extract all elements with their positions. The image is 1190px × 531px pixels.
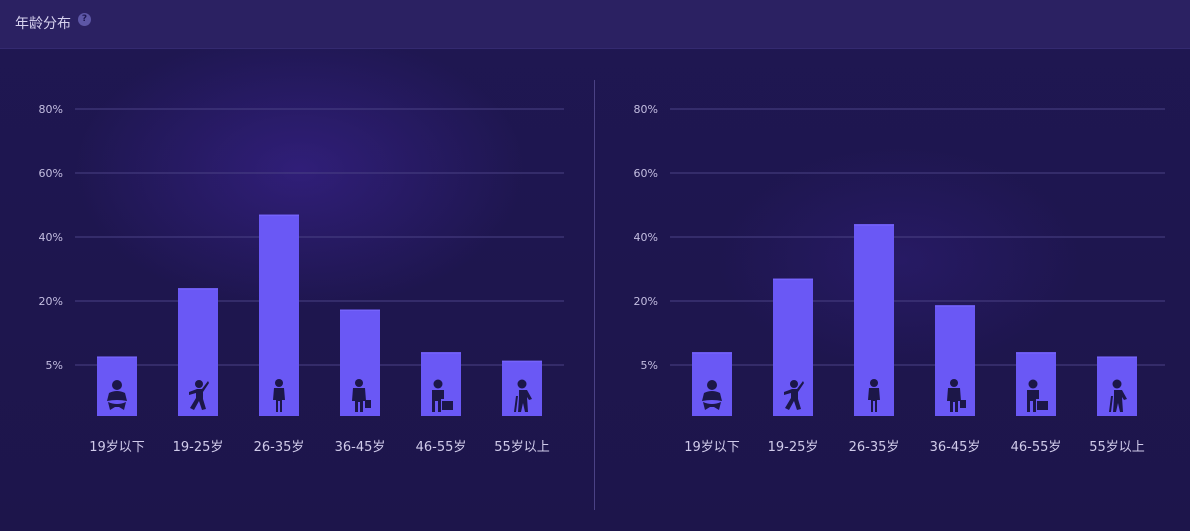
baby-icon [702, 380, 722, 410]
bar-top-edge [502, 360, 542, 363]
bar-group[interactable] [178, 288, 218, 416]
bar-top-edge [773, 278, 813, 281]
businessman-icon [947, 379, 966, 412]
question-icon[interactable]: ? [78, 13, 91, 26]
bar-top-edge [97, 356, 137, 358]
bar-top-edge [340, 309, 380, 312]
elderly-icon [514, 379, 532, 412]
y-tick-label: 80% [39, 103, 63, 116]
young-adult-icon [868, 379, 880, 412]
y-tick-label: 20% [39, 295, 63, 308]
y-tick-label: 60% [634, 167, 658, 180]
bar-group[interactable] [502, 360, 542, 416]
bar-group[interactable] [340, 309, 380, 416]
bar-group[interactable] [773, 278, 813, 416]
bar-group[interactable] [97, 356, 137, 416]
age-chart-left: 5% 20% 40% 60% 80% 19岁以下 19-25岁 26-35岁 36-45岁 46-… [39, 103, 564, 455]
bar-top-edge [259, 214, 299, 217]
x-category-label: 55岁以上 [1089, 440, 1145, 455]
y-tick-label: 60% [39, 167, 63, 180]
middle-aged-icon [1027, 379, 1048, 412]
child-icon [784, 380, 804, 410]
x-category-label: 26-35岁 [849, 440, 900, 455]
bar-group[interactable] [259, 214, 299, 416]
panel-header: 年龄分布 ? [0, 0, 1190, 49]
child-icon [189, 380, 209, 410]
bar-top-edge [1016, 352, 1056, 354]
bar-group[interactable] [1097, 356, 1137, 416]
bar-top-edge [935, 305, 975, 307]
x-category-label: 19-25岁 [173, 440, 224, 455]
bar-top-edge [1097, 356, 1137, 358]
bar-group[interactable] [692, 352, 732, 416]
x-category-label: 36-45岁 [335, 440, 386, 455]
bar-group[interactable] [421, 352, 461, 416]
businessman-icon [352, 379, 371, 412]
bar-top-edge [854, 224, 894, 226]
x-category-label: 36-45岁 [930, 440, 981, 455]
x-category-label: 26-35岁 [254, 440, 305, 455]
x-category-label: 46-55岁 [1011, 440, 1062, 455]
bar-group[interactable] [854, 224, 894, 416]
bar-top-edge [421, 352, 461, 354]
bar-group[interactable] [1016, 352, 1056, 416]
y-tick-label: 80% [634, 103, 658, 116]
x-category-label: 19岁以下 [684, 440, 740, 455]
bar-group[interactable] [935, 305, 975, 416]
bar[interactable] [854, 224, 894, 416]
elderly-icon [1109, 379, 1127, 412]
bar-top-edge [178, 288, 218, 290]
y-tick-label: 5% [641, 359, 658, 372]
y-tick-label: 5% [46, 359, 63, 372]
middle-aged-icon [432, 379, 453, 412]
y-tick-label: 40% [39, 231, 63, 244]
x-category-label: 19岁以下 [89, 440, 145, 455]
x-category-label: 46-55岁 [416, 440, 467, 455]
x-category-label: 55岁以上 [494, 440, 550, 455]
bar-top-edge [692, 352, 732, 354]
panel-title: 年龄分布 [15, 16, 71, 32]
chart-divider [594, 80, 595, 510]
y-tick-label: 20% [634, 295, 658, 308]
age-chart-right: 5% 20% 40% 60% 80% 19岁以下 19-25岁 26-35岁 36-45岁 46-… [634, 103, 1165, 455]
x-category-label: 19-25岁 [768, 440, 819, 455]
baby-icon [107, 380, 127, 410]
young-adult-icon [273, 379, 285, 412]
y-tick-label: 40% [634, 231, 658, 244]
